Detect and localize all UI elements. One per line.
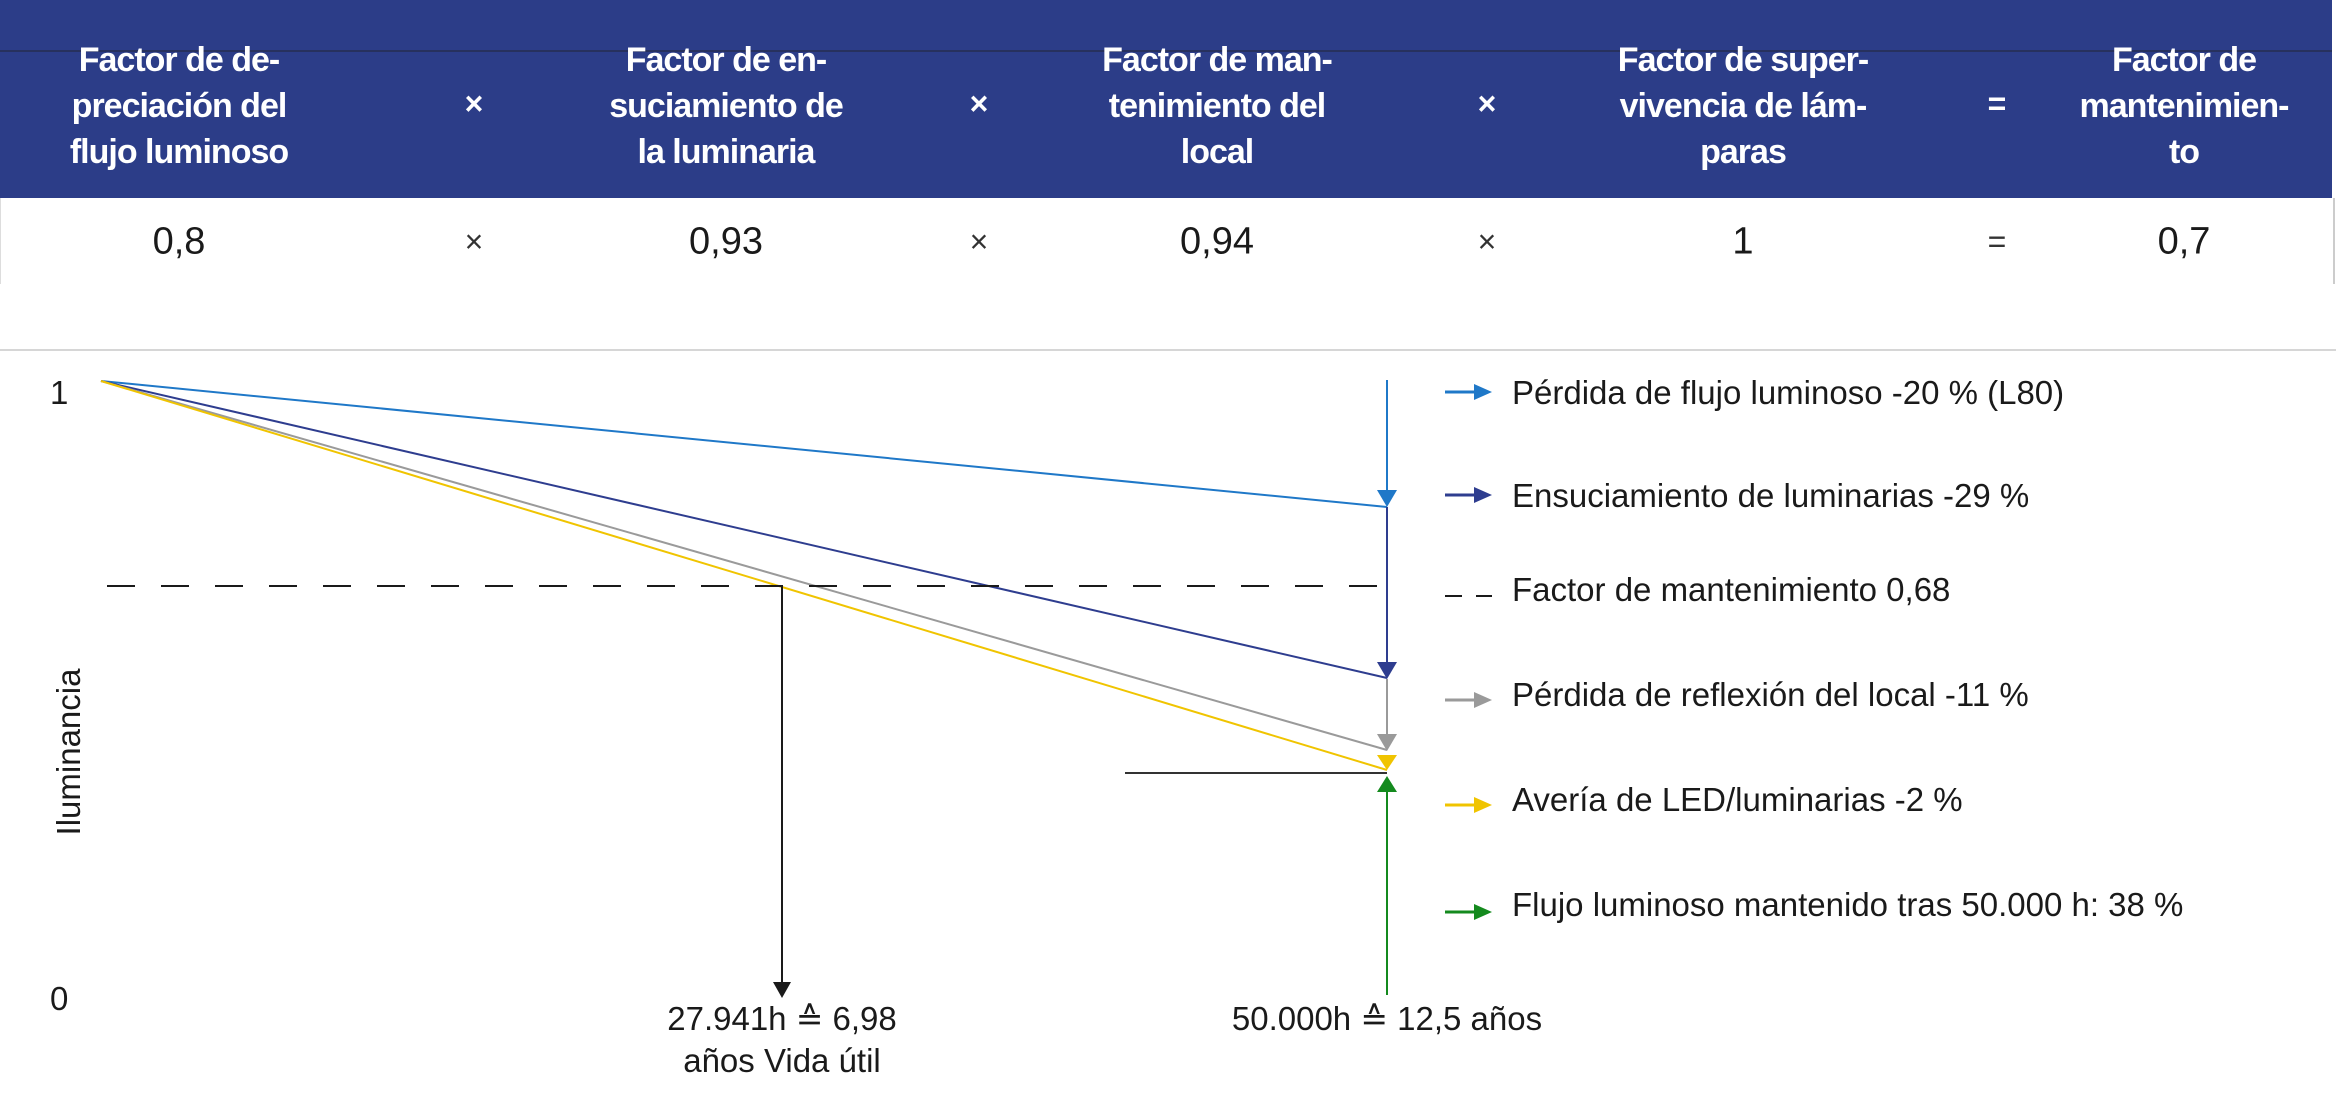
series-line-reflection — [100, 380, 1388, 751]
series-line-led-failure — [100, 380, 1388, 771]
legend-arrow-icon — [1474, 797, 1492, 813]
header-rule — [0, 50, 2332, 52]
legend-item-led-failure: Avería de LED/luminarias -2 % — [1445, 781, 1963, 818]
value-depreciation: 0,8 — [152, 220, 206, 263]
header-band: Factor de de-preciación del flujo luminos… — [0, 0, 2332, 198]
legend-label: Avería de LED/luminarias -2 % — [1512, 781, 1963, 818]
legend-arrow-icon — [1474, 384, 1492, 400]
series-line-soiling — [100, 380, 1388, 679]
legend-arrow-icon — [1474, 904, 1492, 920]
legend-label: Pérdida de flujo luminoso -20 % (L80) — [1512, 374, 2064, 411]
legend-arrow-icon — [1474, 692, 1492, 708]
arrowhead-led-failure — [1377, 755, 1397, 770]
legend-item-soiling: Ensuciamiento de luminarias -29 % — [1445, 477, 2029, 514]
section-divider — [0, 349, 2336, 351]
header-room-factor: Factor de man-tenimiento del local — [1102, 41, 1333, 171]
legend-label: Flujo luminoso mantenido tras 50.000 h: … — [1512, 886, 2183, 923]
header-soiling-factor: Factor de en-suciamiento de la luminaria — [609, 41, 844, 171]
multiply-operator: × — [464, 85, 484, 122]
legend-item-flux-loss: Pérdida de flujo luminoso -20 % (L80) — [1445, 374, 2064, 411]
legend-arrow-icon — [1474, 487, 1492, 503]
multiply-operator: × — [969, 85, 989, 122]
legend-item-maintenance-factor: Factor de mantenimiento 0,68 — [1445, 571, 1950, 608]
multiply-operator: × — [1477, 223, 1497, 260]
header-survival-factor: Factor de super-vivencia de lám-paras — [1617, 41, 1869, 171]
y-tick-0: 0 — [50, 980, 68, 1017]
equals-operator: = — [1987, 223, 2007, 260]
arrowhead-reflection — [1377, 734, 1397, 751]
values-row — [0, 198, 2335, 284]
legend: Pérdida de flujo luminoso -20 % (L80) En… — [1445, 374, 2183, 923]
legend-item-maintained-flux: Flujo luminoso mantenido tras 50.000 h: … — [1445, 886, 2183, 923]
header-maintenance-factor: Factor de mantenimien-to — [2079, 41, 2289, 171]
arrowhead-maintained — [1377, 776, 1397, 792]
legend-label: Ensuciamiento de luminarias -29 % — [1512, 477, 2029, 514]
arrowhead-flux — [1377, 490, 1397, 507]
x-annotation-useful-life: 27.941h ≙ 6,98 años Vida útil — [667, 1000, 897, 1079]
multiply-operator: × — [969, 223, 989, 260]
legend-label: Pérdida de reflexión del local -11 % — [1512, 676, 2029, 713]
y-axis-label: Iluminancia — [50, 668, 87, 836]
value-survival: 1 — [1732, 220, 1754, 263]
multiply-operator: × — [1477, 85, 1497, 122]
equals-operator: = — [1987, 85, 2007, 122]
series-line-flux-loss — [100, 380, 1388, 508]
y-tick-1: 1 — [50, 374, 68, 411]
arrowhead-soiling — [1377, 662, 1397, 679]
legend-item-reflection: Pérdida de reflexión del local -11 % — [1445, 676, 2029, 713]
legend-label: Factor de mantenimiento 0,68 — [1512, 571, 1950, 608]
value-room: 0,94 — [1180, 220, 1254, 263]
arrowhead-useful-life — [773, 982, 791, 998]
multiply-operator: × — [464, 223, 484, 260]
value-soiling: 0,93 — [689, 220, 763, 263]
value-maintenance: 0,7 — [2157, 220, 2211, 263]
x-annotation-50000h: 50.000h ≙ 12,5 años — [1232, 1000, 1542, 1037]
header-depreciation-factor: Factor de de-preciación del flujo luminos… — [69, 41, 289, 171]
